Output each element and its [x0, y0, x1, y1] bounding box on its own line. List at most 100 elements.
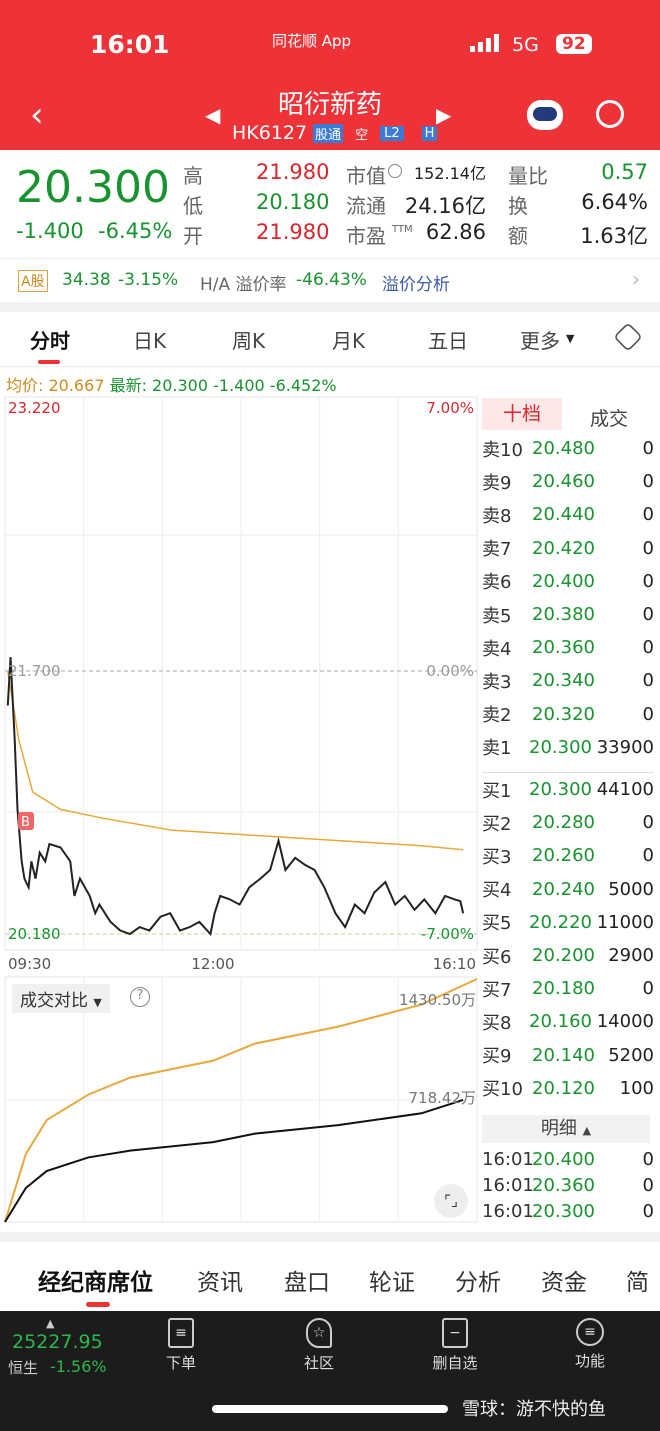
fullscreen-icon[interactable]: ⌜⌟	[434, 1184, 468, 1218]
ashare-row[interactable]: A股 34.38 -3.15% H/A 溢价率 -46.43% 溢价分析 ›	[0, 258, 660, 302]
nav-order[interactable]: ≡ 下单	[141, 1318, 221, 1373]
settings-icon[interactable]	[613, 322, 643, 352]
level-volume: 44100	[596, 779, 654, 800]
y-tick-left: 23.220	[8, 399, 61, 417]
bottom-tab-4[interactable]: 分析	[455, 1270, 501, 1296]
trade-time: 16:01	[482, 1200, 534, 1222]
help-icon[interactable]: ?	[130, 987, 150, 1007]
level-price: 20.220	[529, 911, 592, 933]
quote-value: 6.64%	[581, 190, 648, 214]
expand-up-icon[interactable]: ▲	[46, 1317, 55, 1330]
level-volume: 11000	[596, 911, 654, 933]
buy-marker[interactable]	[18, 812, 34, 830]
level-label: 卖8	[482, 505, 512, 527]
trade-price: 20.300	[532, 1200, 595, 1222]
tab-3[interactable]: 月K	[332, 329, 366, 353]
tab-trades[interactable]: 成交	[590, 408, 629, 430]
level-label: 卖1	[482, 738, 512, 760]
back-icon[interactable]: ‹	[30, 95, 44, 135]
next-stock-icon[interactable]: ▶	[436, 103, 452, 127]
nav-label: 下单	[165, 1354, 196, 1372]
search-icon[interactable]	[596, 100, 624, 128]
nav-community[interactable]: ☆ 社区	[279, 1318, 359, 1373]
level-price: 20.140	[532, 1044, 595, 1066]
level-volume: 0	[642, 537, 654, 559]
tab-4[interactable]: 五日	[428, 329, 468, 353]
divider	[0, 1232, 660, 1242]
level-price: 20.420	[532, 537, 595, 559]
signal-icon	[470, 34, 502, 52]
tab-1[interactable]: 日K	[133, 329, 167, 353]
level-volume: 5200	[608, 1044, 654, 1066]
volume-compare-dropdown[interactable]: 成交对比 ▼	[12, 984, 110, 1013]
quote-label: 开	[183, 224, 203, 248]
home-indicator	[212, 1405, 448, 1413]
more-info-icon[interactable]	[388, 164, 402, 178]
trade-time: 16:01	[482, 1148, 534, 1170]
bid-row: 买10 20.120 100	[482, 1072, 654, 1105]
tab-5[interactable]: 更多	[520, 329, 560, 353]
bottom-tab-0[interactable]: 经纪商席位	[38, 1270, 153, 1296]
level-price: 20.300	[529, 736, 592, 758]
level-volume: 0	[642, 438, 654, 459]
bid-row: 买5 20.220 11000	[482, 906, 654, 939]
latest-pct: -6.452%	[269, 376, 337, 395]
minus-box-icon: −	[442, 1318, 468, 1348]
level-volume: 14000	[596, 1011, 654, 1033]
x-tick: 16:10	[433, 955, 476, 973]
y-tick-right: 7.00%	[426, 399, 474, 417]
intraday-price-chart[interactable]: 23.220 21.700 20.180 7.00% 0.00% -7.00% 09:30 1…	[0, 395, 480, 975]
ask-row: 卖9 20.460 0	[482, 465, 654, 498]
tab-2[interactable]: 周K	[232, 329, 266, 353]
level-price: 20.120	[532, 1077, 595, 1099]
bottom-tab-6[interactable]: 简	[626, 1270, 649, 1296]
bottom-tab-3[interactable]: 轮证	[369, 1270, 415, 1296]
level-volume: 0	[642, 978, 654, 1000]
level-volume: 0	[642, 504, 654, 526]
level-volume: 0	[642, 670, 654, 692]
level-label: 卖5	[482, 605, 512, 627]
bottom-tab-2[interactable]: 盘口	[284, 1270, 330, 1296]
quote-label: 市值	[346, 164, 386, 188]
menu-icon: ≡	[576, 1318, 604, 1346]
stock-code: HK6127	[232, 122, 308, 144]
volume-compare-chart[interactable]: 1430.50万 718.42万	[0, 975, 480, 1225]
ask-row: 卖3 20.340 0	[482, 664, 654, 697]
nav-remove-watchlist[interactable]: − 删自选	[415, 1318, 495, 1373]
level-volume: 0	[642, 703, 654, 725]
level-volume: 0	[642, 471, 654, 493]
ashare-price: 34.38	[62, 270, 111, 290]
level-label: 买3	[482, 846, 512, 868]
y-tick-right: -7.00%	[421, 925, 474, 943]
ask-row: 卖1 20.300 33900	[482, 731, 654, 764]
avg-price-line	[7, 670, 464, 851]
watermark: 雪球：游不快的鱼	[462, 1399, 606, 1420]
bid-row: 买9 20.140 5200	[482, 1039, 654, 1072]
robot-assistant-icon[interactable]	[527, 100, 563, 130]
index-value[interactable]: 25227.95	[12, 1331, 103, 1353]
quote-label: 高	[183, 164, 203, 188]
tab-0[interactable]: 分时	[30, 329, 70, 353]
premium-analysis-link[interactable]: 溢价分析	[382, 275, 450, 295]
badge: 股通	[313, 123, 344, 143]
quote-value: 20.180	[256, 190, 330, 214]
bottom-tab-1[interactable]: 资讯	[197, 1270, 243, 1296]
nav-functions[interactable]: ≡ 功能	[550, 1318, 630, 1371]
chart-info-line: 均价: 20.667 最新: 20.300 -1.400 -6.452%	[6, 372, 337, 396]
tab-ten-levels[interactable]: 十档	[482, 398, 562, 430]
header-bar: 16:01 同花顺 App 5G 92 ‹ ◀ ▶ 昭衍新药 HK6127 股通…	[0, 0, 660, 150]
detail-header[interactable]: 明细 ▲	[482, 1115, 650, 1143]
level-label: 买7	[482, 979, 512, 1001]
level-label: 买10	[482, 1079, 523, 1101]
status-time: 16:01	[90, 30, 170, 59]
quote-value: 0.57	[601, 160, 648, 184]
prev-stock-icon[interactable]: ◀	[205, 103, 221, 127]
y-tick-left: 21.700	[8, 662, 61, 680]
level-price: 20.260	[532, 845, 595, 867]
bottom-tab-5[interactable]: 资金	[541, 1270, 587, 1296]
trade-price: 20.400	[532, 1148, 595, 1170]
trade-volume: 0	[642, 1174, 654, 1196]
dropdown-icon: ▼	[566, 332, 575, 345]
ask-row: 卖5 20.380 0	[482, 598, 654, 631]
star-icon: ☆	[306, 1318, 332, 1348]
